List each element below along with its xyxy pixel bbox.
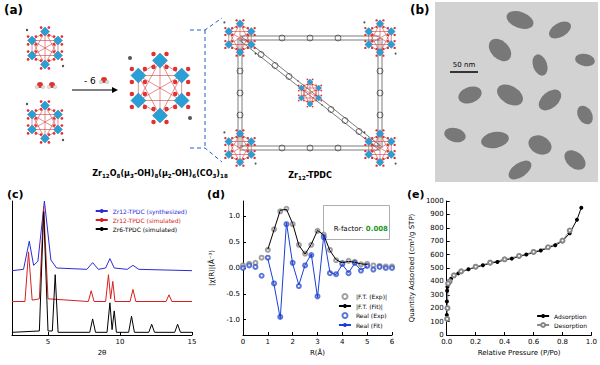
svg-text:Adsorption: Adsorption [554,313,587,321]
svg-text:-1.0: -1.0 [226,316,240,324]
svg-text:(a): (a) [4,3,23,17]
svg-text:5: 5 [365,338,369,346]
svg-text:0.4: 0.4 [499,338,511,346]
svg-text:0.008: 0.008 [366,225,388,233]
svg-text:Real (Fit): Real (Fit) [356,322,383,329]
svg-text:-0.5: -0.5 [226,290,240,298]
svg-text:(c): (c) [7,188,24,201]
svg-text:1: 1 [266,338,270,346]
svg-text:(b): (b) [410,3,430,17]
svg-text:Zr6-TPDC (simulated): Zr6-TPDC (simulated) [113,226,177,233]
svg-text:800: 800 [430,224,443,232]
svg-text:0.2: 0.2 [470,338,481,346]
svg-text:1.0: 1.0 [229,212,240,220]
svg-text:Quantity Adsorbed (cm³/g STP): Quantity Adsorbed (cm³/g STP) [408,213,416,322]
svg-text:900: 900 [430,210,443,218]
svg-text:(d): (d) [207,188,225,201]
svg-text:700: 700 [430,237,443,245]
svg-text:0.5: 0.5 [229,238,240,246]
svg-text:600: 600 [430,251,443,259]
svg-text:Relative Pressure (P/Po): Relative Pressure (P/Po) [478,349,561,357]
svg-text:|F.T. (Exp)|: |F.T. (Exp)| [356,293,387,301]
svg-text:1000: 1000 [426,197,444,205]
svg-text:Zr12O8(μ3-OH)8(μ2-OH)6(CO3)18: Zr12O8(μ3-OH)8(μ2-OH)6(CO3)18 [92,169,228,179]
svg-text:200: 200 [430,304,443,312]
svg-text:(e): (e) [407,188,425,201]
svg-text:100: 100 [430,318,443,326]
svg-text:4: 4 [340,338,345,346]
svg-text:Zr12-TPDC (simulated): Zr12-TPDC (simulated) [113,217,181,224]
svg-text:R(Å): R(Å) [310,348,325,357]
svg-text:- 6: - 6 [84,76,96,86]
svg-text:10: 10 [116,338,125,346]
svg-text:15: 15 [188,338,197,346]
svg-text:Zr12-TPDC (synthesized): Zr12-TPDC (synthesized) [113,208,187,216]
svg-text:1.0: 1.0 [586,338,597,346]
svg-text:0.0: 0.0 [441,338,452,346]
svg-text:2θ: 2θ [98,349,107,357]
svg-text:6: 6 [390,338,395,346]
svg-text:3: 3 [315,338,319,346]
svg-text:Real (Exp): Real (Exp) [356,312,387,320]
svg-text:0.0: 0.0 [229,264,240,272]
svg-text:2: 2 [290,338,294,346]
svg-text:50 nm: 50 nm [453,61,476,69]
svg-text:400: 400 [430,277,443,285]
svg-text:Desorption: Desorption [554,322,587,330]
svg-text:0: 0 [439,331,444,339]
svg-text:Zr12-TPDC: Zr12-TPDC [288,171,332,181]
svg-text:5: 5 [46,338,50,346]
svg-text:|χ(R)|(Å⁻³): |χ(R)|(Å⁻³) [207,250,216,286]
svg-text:0: 0 [241,338,245,346]
svg-text:0.8: 0.8 [557,338,568,346]
svg-text:0.6: 0.6 [528,338,540,346]
svg-text:|F.T. (Fit)|: |F.T. (Fit)| [356,303,383,311]
svg-text:500: 500 [430,264,443,272]
svg-text:300: 300 [430,291,443,299]
svg-text:R-factor:: R-factor: [334,225,366,233]
